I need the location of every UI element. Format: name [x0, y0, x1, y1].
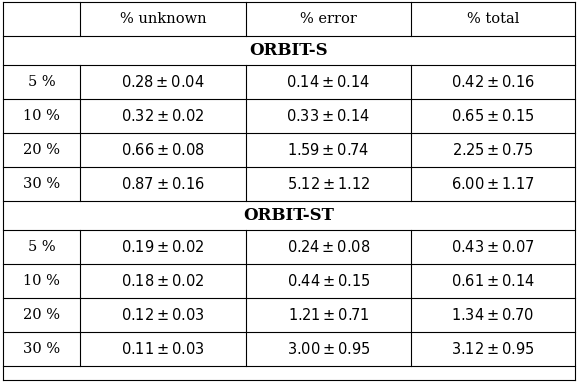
Text: $0.33 \pm 0.14$: $0.33 \pm 0.14$: [286, 108, 370, 124]
Text: $0.44 \pm 0.15$: $0.44 \pm 0.15$: [287, 273, 370, 289]
Text: 20 %: 20 %: [23, 143, 60, 157]
Text: $3.00 \pm 0.95$: $3.00 \pm 0.95$: [287, 341, 370, 357]
Text: 10 %: 10 %: [23, 109, 60, 123]
Text: $1.34 \pm 0.70$: $1.34 \pm 0.70$: [451, 307, 535, 323]
Text: $5.12 \pm 1.12$: $5.12 \pm 1.12$: [287, 176, 370, 192]
Text: $0.65 \pm 0.15$: $0.65 \pm 0.15$: [451, 108, 535, 124]
Text: $0.12 \pm 0.03$: $0.12 \pm 0.03$: [121, 307, 205, 323]
Text: ORBIT-S: ORBIT-S: [250, 42, 328, 59]
Text: $1.21 \pm 0.71$: $1.21 \pm 0.71$: [288, 307, 369, 323]
Text: % unknown: % unknown: [120, 12, 206, 26]
Text: 30 %: 30 %: [23, 177, 60, 191]
Text: $0.61 \pm 0.14$: $0.61 \pm 0.14$: [451, 273, 535, 289]
Text: $0.11 \pm 0.03$: $0.11 \pm 0.03$: [121, 341, 205, 357]
Text: $0.14 \pm 0.14$: $0.14 \pm 0.14$: [286, 74, 370, 90]
Text: $0.42 \pm 0.16$: $0.42 \pm 0.16$: [451, 74, 535, 90]
Text: $0.19 \pm 0.02$: $0.19 \pm 0.02$: [121, 239, 205, 255]
Text: $0.28 \pm 0.04$: $0.28 \pm 0.04$: [121, 74, 205, 90]
Text: $2.25 \pm 0.75$: $2.25 \pm 0.75$: [452, 142, 534, 158]
Text: $1.59 \pm 0.74$: $1.59 \pm 0.74$: [287, 142, 370, 158]
Text: $0.24 \pm 0.08$: $0.24 \pm 0.08$: [287, 239, 370, 255]
Text: 5 %: 5 %: [28, 75, 55, 89]
Text: $0.18 \pm 0.02$: $0.18 \pm 0.02$: [121, 273, 205, 289]
Text: % total: % total: [467, 12, 519, 26]
Text: $6.00 \pm 1.17$: $6.00 \pm 1.17$: [451, 176, 535, 192]
Text: 20 %: 20 %: [23, 308, 60, 322]
Text: $3.12 \pm 0.95$: $3.12 \pm 0.95$: [451, 341, 535, 357]
Text: 5 %: 5 %: [28, 240, 55, 254]
Text: $0.87 \pm 0.16$: $0.87 \pm 0.16$: [121, 176, 205, 192]
Text: $0.43 \pm 0.07$: $0.43 \pm 0.07$: [451, 239, 535, 255]
Text: $0.66 \pm 0.08$: $0.66 \pm 0.08$: [121, 142, 205, 158]
Text: % error: % error: [300, 12, 357, 26]
Text: $0.32 \pm 0.02$: $0.32 \pm 0.02$: [121, 108, 205, 124]
Text: ORBIT-ST: ORBIT-ST: [243, 207, 335, 224]
Text: 10 %: 10 %: [23, 274, 60, 288]
Text: 30 %: 30 %: [23, 342, 60, 356]
